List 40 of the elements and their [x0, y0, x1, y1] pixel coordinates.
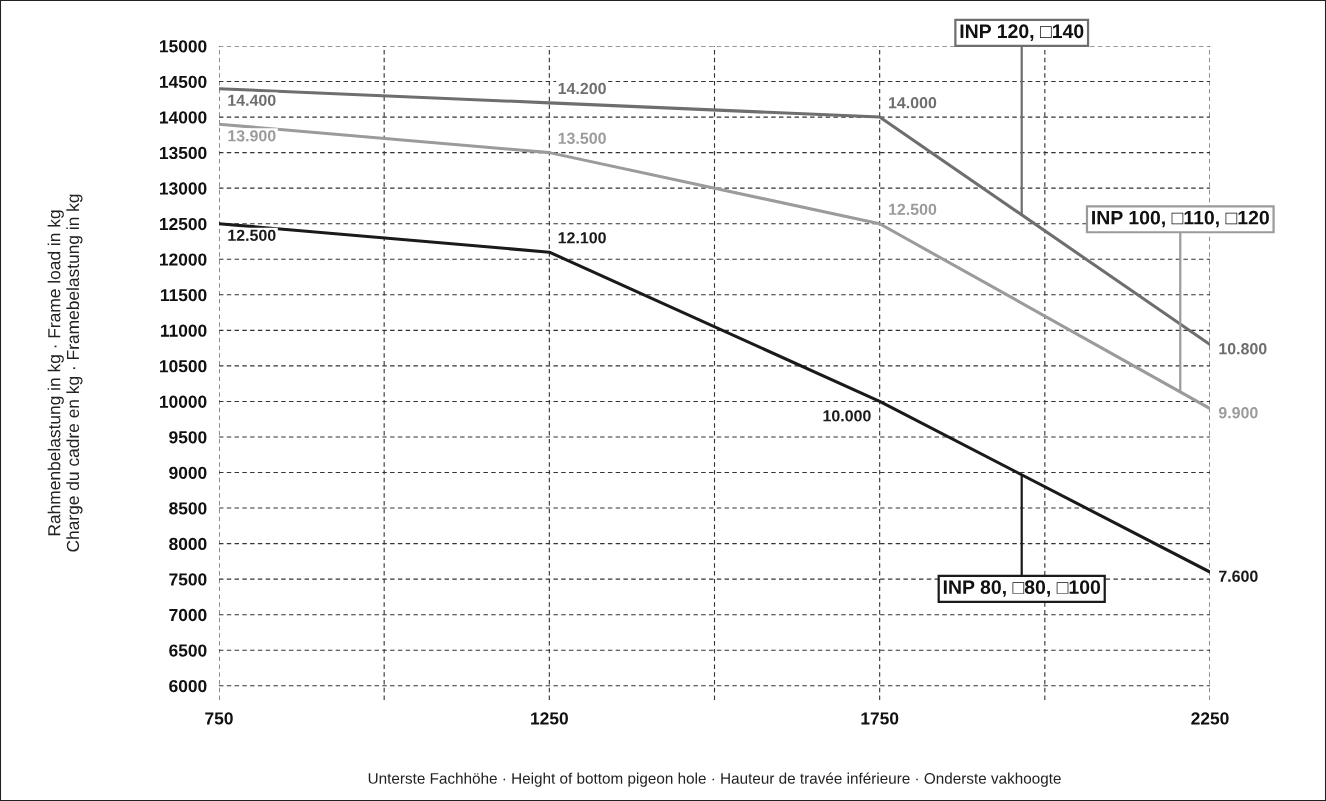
x-tick-label: 750	[205, 712, 233, 725]
y-tick-label: 11000	[160, 324, 207, 337]
data-label: 14.200	[558, 82, 606, 95]
y-tick-label: 10500	[160, 360, 207, 373]
data-label: 9.900	[1218, 407, 1258, 419]
y-tick-label: 11500	[160, 288, 207, 302]
x-tick-label: 2250	[1191, 712, 1229, 725]
x-tick-label: 1750	[861, 712, 899, 725]
data-label: 14.400	[228, 94, 276, 106]
data-label: 13.500	[558, 132, 606, 144]
data-label: 10.800	[1219, 343, 1267, 355]
x-axis-title: Unterste Fachhöhe · Height of bottom pigeon hole · Hauteur de travée inférieure · Onderste vakhoogte	[368, 772, 1061, 787]
x-tick-label: 1250	[531, 712, 568, 725]
data-label: 13.900	[228, 130, 276, 142]
y-tick-label: 13000	[160, 182, 207, 195]
data-label: 12.100	[558, 232, 606, 244]
data-label: 12.500	[889, 203, 937, 215]
text: INP 120, □140	[960, 24, 1084, 41]
y-tick-label: 6000	[169, 679, 207, 693]
y-tick-label: 9500	[169, 431, 207, 444]
text: INP 100, □110, □120	[1092, 210, 1269, 228]
text: INP 80, □80, □100	[943, 580, 1101, 597]
y-tick-label: 13500	[160, 146, 207, 160]
y-tick-label: 8000	[169, 537, 207, 551]
y-tick-label: 9000	[169, 466, 207, 479]
data-label: 12.500	[228, 229, 276, 242]
y-tick-label: 14500	[160, 75, 207, 89]
data-label: 14.000	[889, 97, 937, 109]
y-tick-label: 12500	[160, 217, 207, 231]
y-tick-label: 6500	[169, 644, 207, 657]
y-tick-label: 8500	[169, 502, 207, 515]
y-tick-label: 10000	[160, 395, 207, 408]
y-tick-label: 7000	[169, 608, 207, 622]
y-tick-label: 15000	[160, 40, 207, 53]
y-axis-title: Rahmenbelastung in kg · Frame load in kg Charge du cadre en kg · Framebelastung in kg	[47, 194, 83, 552]
data-label: 7.600	[1219, 570, 1258, 582]
y-tick-label: 7500	[169, 573, 207, 586]
y-tick-label: 14000	[160, 111, 207, 124]
y-tick-label: 12000	[160, 253, 207, 266]
data-label: 10.000	[823, 410, 871, 422]
